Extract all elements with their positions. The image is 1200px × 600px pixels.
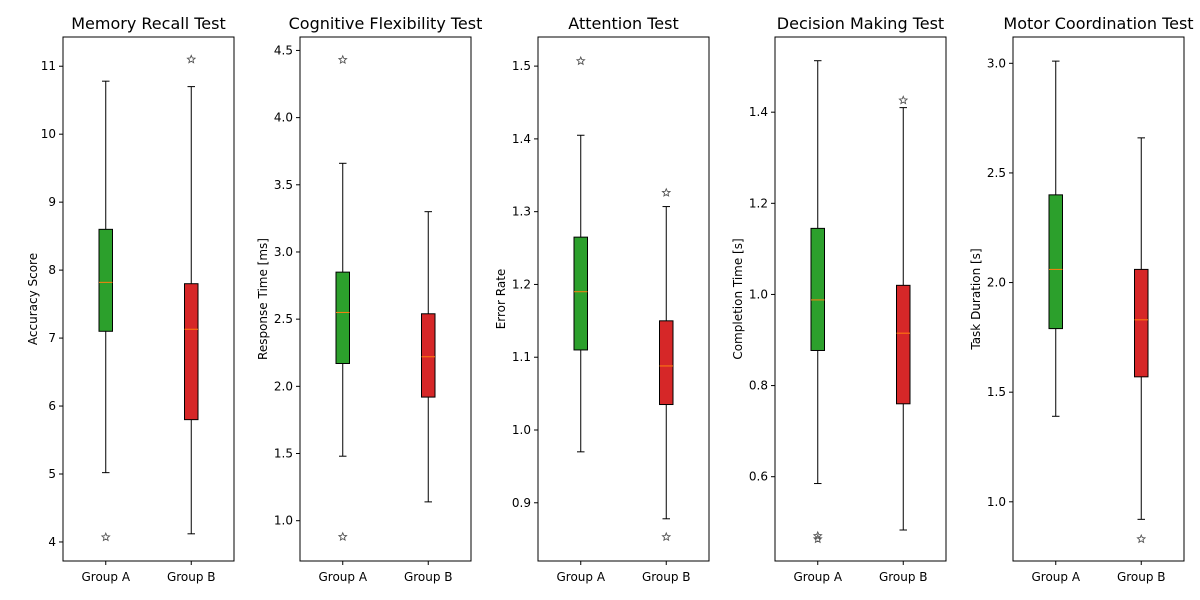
iqr-box	[659, 320, 674, 406]
y-tick-label: 1.4	[749, 105, 768, 119]
box-group-a	[573, 55, 588, 453]
box-group-b	[421, 211, 436, 503]
panel-4: Decision Making Test 0.6 0.8 1.0 1.2 1.4 Compl…	[731, 14, 947, 584]
y-tick-label: 3.5	[274, 178, 293, 192]
box-group-b	[1134, 137, 1149, 544]
y-tick-label: 1.0	[512, 423, 531, 437]
y-axis-label: Completion Time [s]	[731, 238, 745, 359]
y-tick-label: 2.5	[274, 312, 293, 326]
outlier-star	[337, 531, 348, 541]
y-tick-label: 2.0	[987, 276, 1006, 290]
chart-title: Memory Recall Test	[71, 14, 225, 33]
y-axis-label: Accuracy Score	[26, 253, 40, 345]
y-tick-label: 2.0	[274, 379, 293, 393]
y-tick-label: 7	[48, 331, 56, 345]
panel-5: Motor Coordination Test 1.0 1.5 2.0 2.5 3.0 Ta…	[969, 14, 1194, 584]
plot-frame	[774, 36, 947, 562]
chart-title: Decision Making Test	[777, 14, 944, 33]
outlier-star	[661, 187, 672, 197]
y-tick-label: 0.6	[749, 470, 768, 484]
chart-title: Motor Coordination Test	[1003, 14, 1193, 33]
x-tick-label: Group B	[879, 570, 928, 584]
plot-frame	[1012, 36, 1185, 562]
y-tick-label: 1.5	[512, 59, 531, 73]
iqr-box	[1134, 268, 1149, 378]
outlier-star	[186, 54, 197, 64]
outlier-star	[1136, 533, 1147, 544]
y-axis-label: Response Time [ms]	[256, 238, 270, 360]
iqr-box	[573, 236, 588, 351]
y-tick-label: 0.8	[749, 379, 768, 393]
x-tick-label: Group B	[1117, 570, 1166, 584]
box-group-b	[659, 187, 674, 542]
y-tick-label: 1.5	[274, 447, 293, 461]
iqr-box	[1048, 194, 1063, 330]
y-tick-label: 4.5	[274, 43, 293, 57]
y-tick-label: 1.2	[749, 196, 768, 210]
y-tick-label: 8	[48, 263, 56, 277]
iqr-box	[184, 283, 199, 421]
iqr-box	[810, 227, 825, 351]
iqr-box	[896, 284, 911, 405]
x-tick-label: Group A	[318, 570, 367, 584]
y-tick-label: 1.0	[987, 495, 1006, 509]
y-tick-label: 4.0	[274, 111, 293, 125]
chart-title: Cognitive Flexibility Test	[289, 14, 483, 33]
box-group-b	[184, 54, 199, 535]
plot-frame	[299, 36, 472, 562]
box-group-b	[896, 95, 911, 531]
iqr-box	[421, 313, 436, 398]
plot-frame	[62, 36, 235, 562]
outlier-star	[898, 95, 909, 105]
y-tick-label: 3.0	[274, 245, 293, 259]
y-tick-label: 1.2	[512, 277, 531, 291]
x-tick-label: Group A	[1031, 570, 1080, 584]
y-tick-label: 6	[48, 399, 56, 413]
y-tick-label: 1.3	[512, 205, 531, 219]
y-tick-label: 11	[41, 59, 56, 73]
y-tick-label: 9	[48, 195, 56, 209]
y-tick-label: 10	[41, 127, 56, 141]
x-tick-label: Group A	[556, 570, 605, 584]
x-tick-label: Group B	[404, 570, 453, 584]
outlier-star	[575, 55, 586, 66]
y-tick-label: 1.1	[512, 350, 531, 364]
outlier-star	[100, 532, 111, 542]
box-group-a	[98, 80, 113, 542]
iqr-box	[98, 228, 113, 332]
y-axis-label: Error Rate	[494, 269, 508, 330]
x-tick-label: Group A	[81, 570, 130, 584]
box-group-a	[335, 54, 350, 541]
iqr-box	[335, 271, 350, 364]
chart-title: Attention Test	[568, 14, 678, 33]
box-group-a	[810, 60, 825, 544]
plot-frame	[537, 36, 710, 562]
x-tick-label: Group B	[167, 570, 216, 584]
outlier-star	[337, 54, 348, 65]
y-tick-label: 1.5	[987, 385, 1006, 399]
y-tick-label: 1.0	[749, 287, 768, 301]
panel-2: Cognitive Flexibility Test 1.0 1.5 2.0 2.5 3.…	[256, 14, 482, 584]
y-axis-label: Task Duration [s]	[969, 248, 983, 350]
y-tick-label: 5	[48, 467, 56, 481]
outlier-star	[812, 530, 823, 541]
outlier-star	[661, 531, 672, 542]
x-tick-label: Group B	[642, 570, 691, 584]
outlier-star	[812, 533, 823, 544]
x-tick-label: Group A	[793, 570, 842, 584]
panel-3: Attention Test 0.9 1.0 1.1 1.2 1.3 1.4 1.5 Error…	[494, 14, 710, 584]
box-group-a	[1048, 60, 1063, 417]
panel-1: Memory Recall Test 4 5 6 7 8 9 10 11 Accuracy Sco…	[26, 14, 235, 584]
y-tick-label: 1.0	[274, 514, 293, 528]
y-tick-label: 2.5	[987, 166, 1006, 180]
y-tick-label: 1.4	[512, 132, 531, 146]
y-tick-label: 0.9	[512, 496, 531, 510]
y-tick-label: 3.0	[987, 56, 1006, 70]
y-tick-label: 4	[48, 535, 56, 549]
